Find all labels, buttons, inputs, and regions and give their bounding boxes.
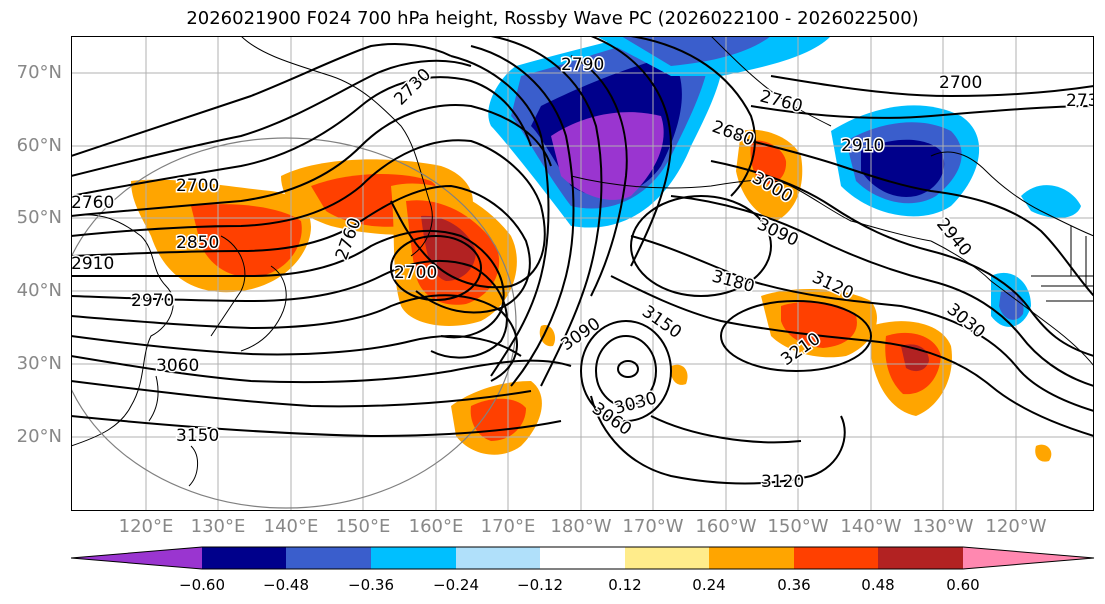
contour-label: 2680	[709, 117, 756, 151]
contour-label: 3150	[176, 426, 219, 446]
contour-label: 2850	[176, 233, 219, 253]
contour-label: 2790	[561, 55, 604, 75]
map-frame	[71, 36, 1094, 511]
contour-label: 2910	[71, 254, 114, 274]
positive-anomaly-small-3	[539, 325, 556, 347]
negative-anomaly-bc-core	[999, 289, 1024, 320]
lon-label: 150°W	[767, 516, 829, 537]
colorbar-tick: −0.60	[179, 576, 225, 594]
lon-label: 130°W	[912, 516, 974, 537]
lon-label: 170°E	[480, 516, 536, 537]
lon-label: 120°W	[985, 516, 1047, 537]
lon-label: 170°W	[622, 516, 684, 537]
lat-label: 20°N	[16, 426, 62, 447]
contour-label: 2760	[71, 193, 114, 213]
colorbar-tick: −0.24	[433, 576, 479, 594]
colorbar-segment	[963, 547, 1094, 569]
lon-label: 160°W	[695, 516, 757, 537]
lon-label: 130°E	[190, 516, 246, 537]
colorbar-tick: 0.48	[861, 576, 895, 594]
contour-label: 2700	[939, 73, 982, 93]
colorbar-tick: 0.36	[777, 576, 811, 594]
colorbar-tick: 0.12	[608, 576, 642, 594]
colorbar-tick: −0.36	[348, 576, 394, 594]
colorbar	[71, 546, 1095, 570]
contour-label: 3060	[156, 356, 199, 376]
domain-circle	[71, 137, 517, 509]
map-plot: 2790 2760 2700 2730 2680 2760 2700 2850 …	[71, 36, 1094, 511]
contour-label: 2700	[176, 176, 219, 196]
contour-label: 2700	[394, 263, 437, 283]
negative-anomaly-canada	[1021, 185, 1081, 218]
height-contours	[71, 36, 1094, 485]
contour-label: 2730	[1066, 91, 1094, 111]
positive-anomaly-small-1	[670, 364, 688, 385]
negative-anomaly-arctic-core	[621, 36, 771, 66]
colorbar-segment	[456, 547, 540, 569]
lat-label: 30°N	[16, 353, 62, 374]
lon-label: 120°E	[118, 516, 174, 537]
positive-anomaly-nw-pacific-core	[470, 398, 526, 441]
contour-label: 2970	[131, 291, 174, 311]
colorbar-segment	[71, 547, 202, 569]
colorbar-tick: −0.12	[517, 576, 563, 594]
colorbar-tick: 0.24	[692, 576, 726, 594]
lon-label: 140°E	[263, 516, 319, 537]
negative-anomaly-alaska-core	[861, 139, 945, 197]
colorbar-segment	[202, 547, 286, 569]
lat-label: 40°N	[16, 280, 62, 301]
lon-label: 150°E	[335, 516, 391, 537]
colorbar-segment	[625, 547, 709, 569]
contour-label: 2910	[841, 136, 884, 156]
positive-anomaly-hawaii-east-core	[781, 301, 857, 348]
lat-label: 60°N	[16, 135, 62, 156]
colorbar-segment	[794, 547, 878, 569]
lat-label: 50°N	[16, 207, 62, 228]
contour-label: 3120	[761, 472, 804, 492]
lon-label: 180°W	[550, 516, 612, 537]
colorbar-segment	[286, 547, 371, 569]
colorbar-tick: 0.60	[946, 576, 980, 594]
lat-label: 70°N	[16, 62, 62, 83]
positive-anomaly-small-2	[1035, 444, 1052, 462]
colorbar-segment	[540, 547, 625, 569]
contour-label: 2730	[390, 65, 435, 110]
colorbar-segment	[878, 547, 963, 569]
colorbar-tick: −0.48	[263, 576, 309, 594]
contour-label: 3180	[710, 267, 757, 298]
anomaly-shading	[131, 36, 1081, 462]
colorbar-outline	[71, 546, 1095, 570]
lon-label: 160°E	[408, 516, 464, 537]
lon-label: 140°W	[840, 516, 902, 537]
colorbar-segment	[709, 547, 794, 569]
figure-title: 2026021900 F024 700 hPa height, Rossby W…	[186, 8, 919, 29]
colorbar-segment	[371, 547, 456, 569]
